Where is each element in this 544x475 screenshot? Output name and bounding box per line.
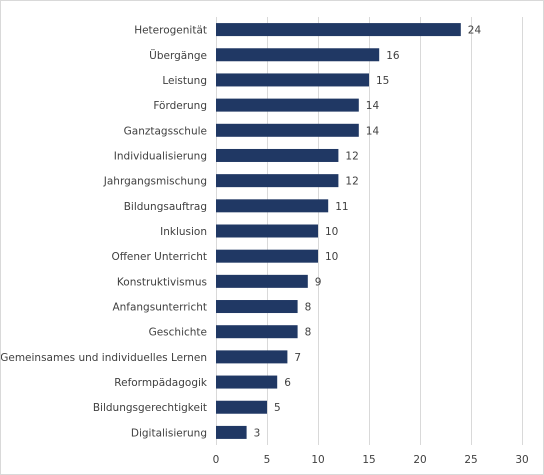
- bar: [216, 350, 288, 364]
- data-label: 24: [468, 25, 482, 37]
- data-label: 12: [345, 150, 358, 162]
- bars: [216, 23, 461, 439]
- category-label: Reformpädagogik: [114, 377, 208, 389]
- data-label: 6: [284, 377, 291, 389]
- category-label: Individualisierung: [114, 150, 207, 162]
- bar: [216, 224, 318, 238]
- x-tick-label: 20: [413, 454, 426, 466]
- bar: [216, 123, 359, 137]
- data-label: 5: [274, 402, 281, 414]
- data-label: 10: [325, 251, 338, 263]
- data-label: 7: [294, 352, 301, 364]
- category-label: Bildungsgerechtigkeit: [93, 402, 207, 414]
- category-label: Leistung: [162, 75, 207, 87]
- data-label: 8: [305, 327, 312, 339]
- data-label: 15: [376, 75, 389, 87]
- data-label: 3: [254, 427, 261, 439]
- bar: [216, 23, 461, 37]
- category-label: Konstruktivismus: [117, 276, 207, 288]
- data-label: 16: [386, 50, 400, 62]
- data-label: 12: [345, 176, 358, 188]
- gridlines: [216, 17, 523, 445]
- x-tick-label: 5: [264, 454, 271, 466]
- category-label: Ganztagsschule: [124, 125, 207, 137]
- x-tick-label: 10: [311, 454, 324, 466]
- category-label: Förderung: [153, 100, 207, 112]
- data-label: 11: [335, 201, 348, 213]
- bar: [216, 148, 339, 162]
- bar: [216, 325, 298, 339]
- bar: [216, 249, 318, 263]
- category-label: Gemeinsames und individuelles Lernen: [1, 352, 207, 364]
- category-label: Inklusion: [160, 226, 207, 238]
- x-tick-label: 0: [213, 454, 220, 466]
- bar: [216, 425, 247, 439]
- bar: [216, 400, 267, 414]
- category-label: Offener Unterricht: [111, 251, 207, 263]
- data-label: 8: [305, 302, 312, 314]
- x-tick-label: 15: [362, 454, 375, 466]
- category-label: Übergänge: [149, 49, 207, 62]
- labels: 0 5 10 15 20 25 30 Heterogenität 24 Übergänge 16 Le…: [1, 25, 529, 466]
- x-tick-label: 25: [464, 454, 477, 466]
- category-label: Geschichte: [149, 327, 207, 339]
- data-label: 14: [366, 125, 380, 137]
- category-label: Anfangsunterricht: [112, 302, 207, 314]
- bar: [216, 274, 308, 288]
- x-tick-label: 30: [515, 454, 528, 466]
- category-label: Jahrgangsmischung: [103, 176, 207, 188]
- data-label: 9: [315, 276, 322, 288]
- category-label: Digitalisierung: [131, 427, 207, 439]
- bar: [216, 300, 298, 314]
- data-label: 14: [366, 100, 380, 112]
- bar: [216, 98, 359, 112]
- data-label: 10: [325, 226, 338, 238]
- bar: [216, 48, 380, 62]
- category-label: Bildungsauftrag: [124, 201, 207, 213]
- bar: [216, 199, 329, 213]
- bar: [216, 174, 339, 188]
- bar: [216, 375, 278, 389]
- category-label: Heterogenität: [134, 25, 207, 37]
- bar: [216, 73, 369, 87]
